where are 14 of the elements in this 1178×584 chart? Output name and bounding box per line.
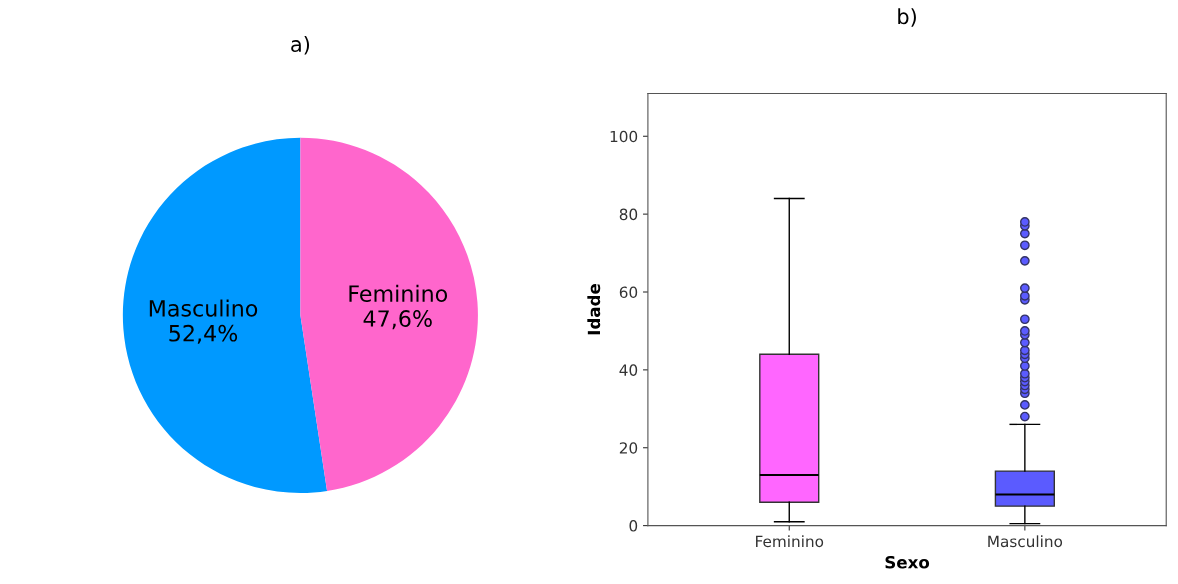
y-axis-title: Idade (587, 284, 601, 335)
y-tick-label: 0 (629, 520, 638, 532)
y-tick-label: 100 (610, 130, 638, 143)
y-tick-label: 60 (619, 286, 638, 299)
data-label: 52,4% (169, 324, 238, 344)
chart-title: a) (291, 35, 310, 55)
y-tick-label: 80 (619, 208, 638, 221)
x-axis-title: Sexo (885, 555, 930, 569)
slice-label: Masculino (149, 299, 258, 317)
chart-title: b) (898, 8, 916, 27)
y-tick-label: 20 (619, 442, 638, 454)
slice-label: Feminino (349, 284, 448, 303)
y-tick-label: 40 (619, 364, 638, 376)
data-label: 47,6% (363, 310, 432, 330)
